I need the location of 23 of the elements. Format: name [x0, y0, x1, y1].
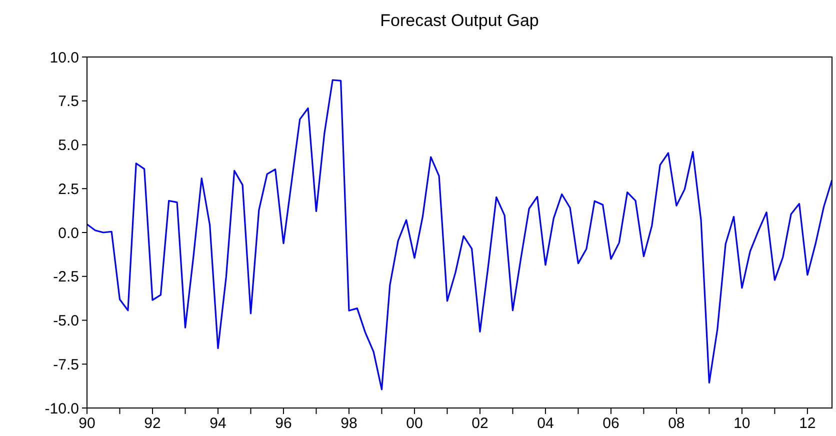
- y-tick-label: 5.0: [58, 137, 79, 154]
- y-tick-label: -2.5: [53, 268, 79, 286]
- y-tick-label: -5.0: [53, 312, 79, 330]
- y-tick-label: -10.0: [44, 400, 79, 418]
- x-tick-label: 10: [734, 415, 750, 432]
- x-tick-label: 96: [275, 415, 292, 432]
- x-tick-label: 08: [668, 415, 685, 432]
- x-tick-label: 02: [472, 415, 488, 432]
- x-tick-label: 12: [799, 415, 816, 432]
- y-tick-label: 2.5: [58, 180, 79, 198]
- y-tick-label: -7.5: [53, 356, 79, 374]
- x-tick-label: 90: [78, 415, 96, 432]
- x-tick-label: 92: [144, 415, 161, 432]
- chart-title: Forecast Output Gap: [380, 11, 539, 30]
- x-tick-label: 04: [537, 415, 554, 432]
- y-tick-label: 10.0: [50, 49, 79, 66]
- x-tick-label: 06: [602, 415, 620, 432]
- x-tick-label: 00: [406, 415, 423, 432]
- x-tick-label: 94: [210, 415, 226, 432]
- line-series: [86, 79, 833, 390]
- x-tick-label: 98: [340, 415, 358, 432]
- y-tick-label: 0.0: [58, 224, 79, 242]
- y-tick-label: 7.5: [58, 93, 79, 110]
